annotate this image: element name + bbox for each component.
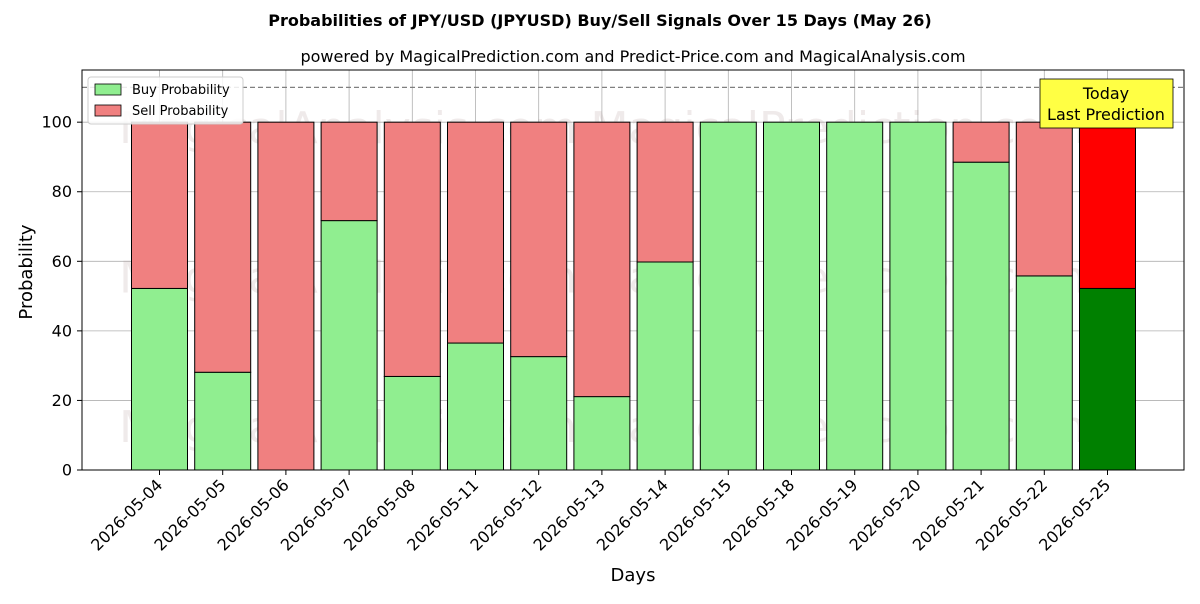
annotation-box <box>1039 78 1174 129</box>
y-tick-label: 60 <box>52 252 72 271</box>
bar-sell <box>1079 121 1136 289</box>
bar-sell <box>320 121 378 222</box>
annotation-line2: Last Prediction <box>1047 105 1165 124</box>
legend-swatch-buy <box>94 83 122 96</box>
bar-buy <box>636 261 694 471</box>
x-ticks: 2026-05-042026-05-052026-05-062026-05-07… <box>87 470 1114 555</box>
bar-buy <box>826 121 884 471</box>
bar-buy <box>573 396 631 471</box>
bar-sell <box>447 121 504 344</box>
y-tick-label: 20 <box>52 391 72 410</box>
y-tick-label: 80 <box>52 182 72 201</box>
annotation-line1: Today <box>1082 84 1129 103</box>
legend-label-buy: Buy Probability <box>132 83 230 98</box>
bar-buy <box>447 342 504 471</box>
chart-title: Probabilities of JPY/USD (JPYUSD) Buy/Se… <box>268 11 932 30</box>
y-tick-label: 40 <box>52 321 72 340</box>
legend: Buy Probability Sell Probability <box>87 76 244 125</box>
bar-sell <box>1015 121 1073 277</box>
y-axis-label: Probability <box>16 224 37 319</box>
bar-buy <box>320 220 378 471</box>
bar-buy <box>194 371 252 471</box>
plot-frame <box>81 69 1185 471</box>
bar-buy <box>131 287 188 471</box>
bar-sell <box>573 121 631 398</box>
today-annotation: Today Last Prediction <box>1039 78 1174 129</box>
bar-buy <box>699 121 757 471</box>
y-tick-label: 0 <box>62 461 72 480</box>
bar-sell <box>194 121 252 373</box>
x-axis-label: Days <box>611 565 656 586</box>
legend-box <box>87 76 244 125</box>
bar-buy <box>510 356 568 471</box>
bar-buy <box>1015 275 1073 471</box>
bar-buy <box>889 121 947 471</box>
bar-sell <box>510 121 568 358</box>
chart-subtitle: powered by MagicalPrediction.com and Pre… <box>300 47 965 66</box>
legend-label-sell: Sell Probability <box>132 104 229 119</box>
y-ticks: 0 20 40 60 80 100 <box>41 113 82 480</box>
bar-sell <box>952 121 1010 163</box>
bar-sell <box>257 121 315 471</box>
bar-buy <box>383 375 441 471</box>
legend-swatch-sell <box>94 104 122 117</box>
bar-buy <box>763 121 820 471</box>
bar-buy <box>952 161 1010 471</box>
bar-sell <box>131 121 188 289</box>
bar-sell <box>383 121 441 377</box>
bar-sell <box>636 121 694 263</box>
y-tick-label: 100 <box>41 113 72 132</box>
bar-buy <box>1079 287 1136 471</box>
bars-layer <box>131 121 1136 471</box>
